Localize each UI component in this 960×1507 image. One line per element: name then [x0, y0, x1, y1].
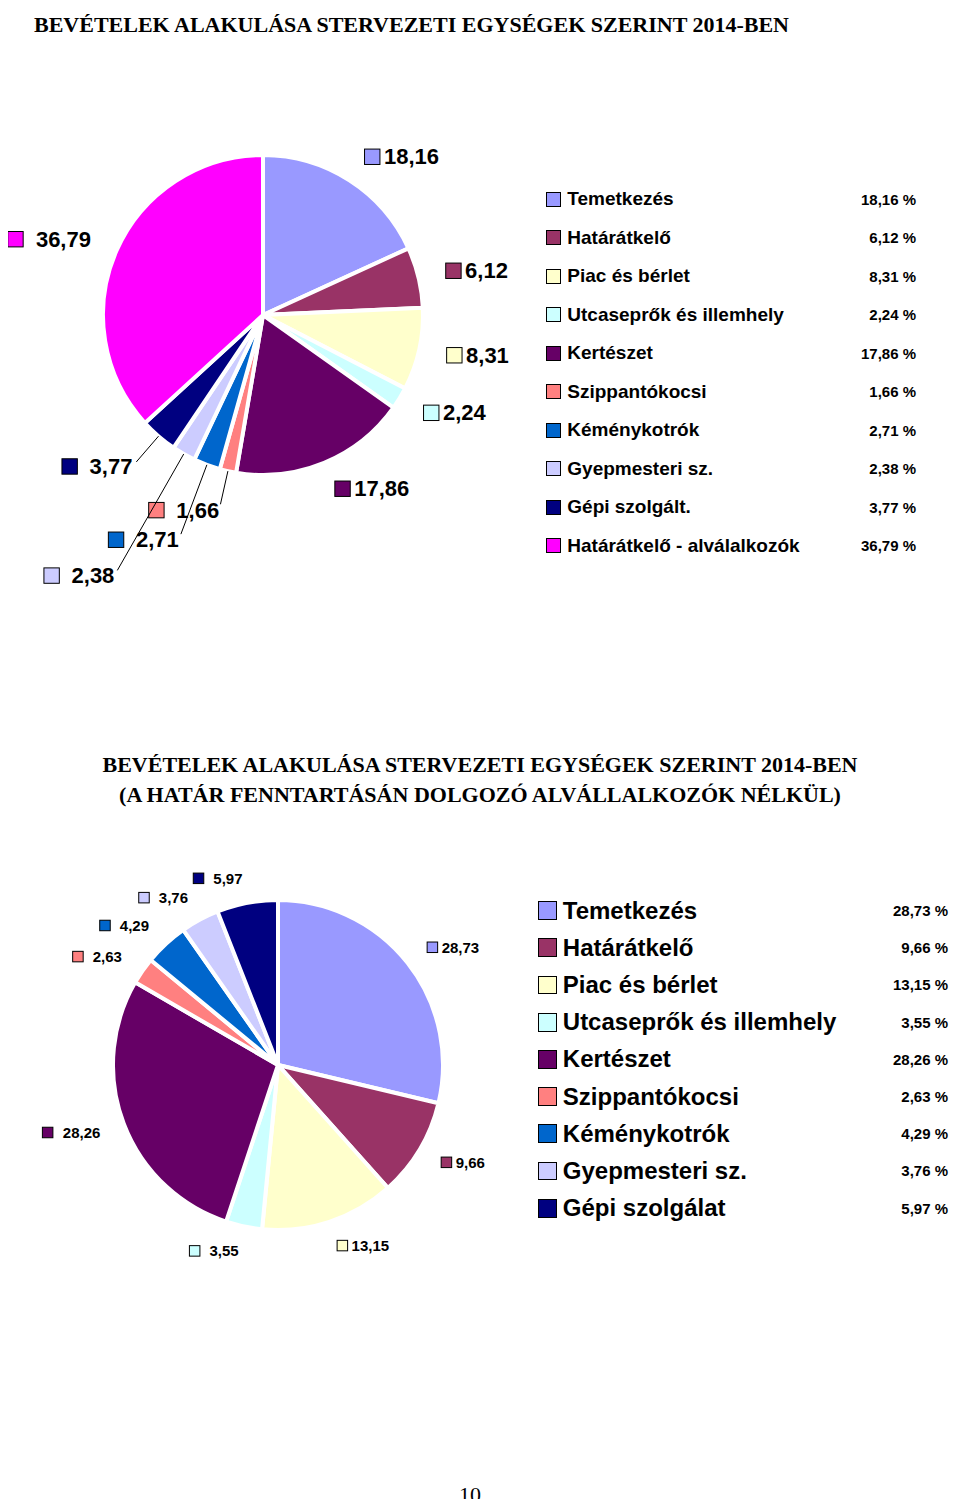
svg-text:3,76: 3,76	[159, 889, 188, 906]
html-text:Kéménykotrók: Kéménykotrók	[562, 1119, 730, 1147]
html-text:Gyepmesteri sz.: Gyepmesteri sz.	[562, 1157, 747, 1184]
svg-text:13,15: 13,15	[352, 1237, 390, 1254]
html-text:6,12 %: 6,12 %	[869, 229, 916, 247]
html-text:2,63 %: 2,63 %	[901, 1088, 948, 1106]
html-text:Kertészet: Kertészet	[567, 342, 653, 364]
html-text:17,86 %: 17,86 %	[861, 344, 916, 362]
html-text:8,31 %: 8,31 %	[869, 267, 916, 285]
svg-text:2,24: 2,24	[443, 400, 487, 425]
html-text:Gyepmesteri sz.: Gyepmesteri sz.	[567, 457, 713, 479]
html-text:Határátkelő: Határátkelő	[567, 226, 671, 248]
svg-text:3,77: 3,77	[90, 454, 133, 479]
svg-text:5,97: 5,97	[213, 870, 242, 887]
html-text:BEVÉTELEK ALAKULÁSA STERVEZETI: BEVÉTELEK ALAKULÁSA STERVEZETI EGYSÉGEK …	[102, 752, 858, 777]
html-text:2,24 %: 2,24 %	[869, 306, 916, 324]
html-text:Utcaseprők és illemhely: Utcaseprők és illemhely	[562, 1008, 837, 1036]
html-text:Utcaseprők és illemhely: Utcaseprők és illemhely	[567, 303, 784, 325]
html-text:Határátkelő: Határátkelő	[562, 933, 694, 961]
svg-text:2,63: 2,63	[93, 948, 122, 965]
html-text:Kertészet: Kertészet	[562, 1045, 671, 1073]
svg-text:2,71: 2,71	[136, 527, 179, 552]
html-text:Temetkezés: Temetkezés	[562, 896, 698, 924]
html-text:13,15 %: 13,15 %	[893, 976, 948, 994]
svg-text:28,26: 28,26	[63, 1124, 101, 1141]
html-text:1,66 %: 1,66 %	[869, 383, 916, 401]
html-text:2,71 %: 2,71 %	[869, 421, 916, 439]
html-text:3,77 %: 3,77 %	[869, 498, 916, 516]
html-text:28,26 %: 28,26 %	[893, 1050, 948, 1068]
html-text:4,29 %: 4,29 %	[901, 1125, 948, 1143]
svg-text:18,16: 18,16	[384, 144, 439, 169]
html-text:(A HATÁR FENNTARTÁSÁN DOLGOZÓ: (A HATÁR FENNTARTÁSÁN DOLGOZÓ ALVÁLLALKO…	[119, 782, 841, 807]
html-text:Kéménykotrók: Kéménykotrók	[567, 419, 700, 441]
html-text:36,79 %: 36,79 %	[861, 537, 916, 555]
html-text:18,16 %: 18,16 %	[861, 190, 916, 208]
html-text:Piac és bérlet: Piac és bérlet	[567, 265, 690, 287]
html-text:BEVÉTELEK ALAKULÁSA STERVEZETI: BEVÉTELEK ALAKULÁSA STERVEZETI EGYSÉGEK …	[34, 12, 789, 37]
svg-text:2,38: 2,38	[72, 563, 115, 588]
svg-text:6,12: 6,12	[465, 258, 508, 283]
html-text:Szippantókocsi: Szippantókocsi	[567, 380, 707, 402]
html-text:5,97 %: 5,97 %	[901, 1199, 948, 1217]
html-text:9,66 %: 9,66 %	[901, 939, 948, 957]
svg-text:4,29: 4,29	[120, 917, 149, 934]
html-text:Piac és bérlet: Piac és bérlet	[562, 971, 718, 998]
html-text:Gépi szolgált.: Gépi szolgált.	[567, 496, 691, 518]
svg-text:36,79: 36,79	[36, 227, 91, 252]
svg-text:17,86: 17,86	[354, 476, 409, 501]
svg-text:9,66: 9,66	[456, 1154, 485, 1171]
html-text:28,73 %: 28,73 %	[893, 902, 948, 920]
html-text:Temetkezés: Temetkezés	[567, 188, 674, 210]
html-text:Gépi szolgálat: Gépi szolgálat	[562, 1194, 726, 1222]
svg-text:3,55: 3,55	[210, 1242, 239, 1259]
svg-text:28,73: 28,73	[442, 939, 480, 956]
html-text:3,76 %: 3,76 %	[901, 1162, 948, 1180]
svg-text:1,66: 1,66	[176, 498, 219, 523]
svg-text:8,31: 8,31	[466, 343, 509, 368]
html-text:3,55 %: 3,55 %	[901, 1013, 948, 1031]
html-text:2,38 %: 2,38 %	[869, 460, 916, 478]
html-text:Szippantókocsi: Szippantókocsi	[562, 1082, 739, 1110]
html-text:Határátkelő - alválalkozók: Határátkelő - alválalkozók	[567, 534, 800, 556]
